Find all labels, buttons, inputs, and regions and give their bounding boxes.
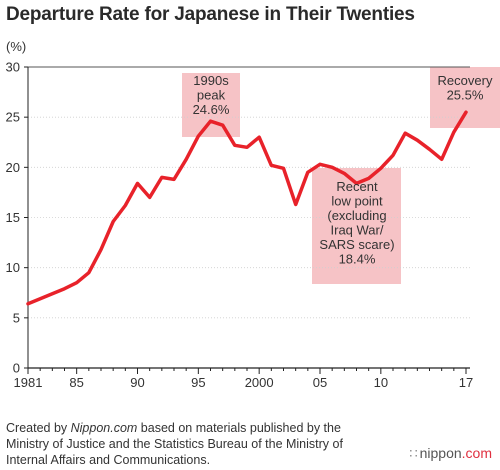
y-tick-label: 5 [13, 310, 20, 325]
annotation-box-3 [430, 67, 500, 128]
y-axis-unit-label: (%) [6, 39, 26, 54]
y-axis-ticks: 0 5 10 15 20 25 30 [6, 60, 29, 376]
chart-title: Departure Rate for Japanese in Their Twe… [6, 4, 415, 25]
x-axis-ticks: 1981 85 90 95 2000 05 10 17 [14, 367, 473, 390]
x-tick-label: 1981 [14, 375, 43, 390]
series-line-1 [26, 110, 468, 306]
nippon-logo: ∷ nippon.com [409, 445, 492, 462]
annotation-1-line: peak [197, 88, 226, 103]
annotation-2-line: SARS scare) [319, 237, 394, 252]
annotation-2-line: low point [331, 194, 383, 209]
annotation-2-line: 18.4% [339, 252, 376, 267]
brand-name: nippon [419, 445, 462, 461]
y-tick-label: 15 [6, 210, 20, 225]
annotation-boxes [182, 67, 500, 284]
annotation-3-line: 25.5% [447, 88, 484, 103]
x-tick-label: 17 [459, 375, 473, 390]
annotation-2-line: Recent [336, 179, 378, 194]
annotation-2-line: (excluding [327, 208, 386, 223]
annotation-box-1 [182, 73, 240, 137]
annotation-1-line: 1990s [193, 73, 229, 88]
x-tick-label: 95 [191, 375, 205, 390]
annotation-1-line: 24.6% [193, 102, 230, 117]
brand-suffix: .com [461, 445, 492, 461]
annotation-2-line: Iraq War/ [331, 223, 384, 238]
x-tick-label: 05 [313, 375, 327, 390]
x-tick-label: 2000 [245, 375, 274, 390]
grid-lines [28, 66, 470, 319]
source-rest: based on materials published by the Mini… [6, 421, 343, 467]
series-line-group [26, 110, 468, 306]
y-tick-label: 20 [6, 160, 20, 175]
source-note: Created by Nippon.com based on materials… [6, 420, 386, 468]
x-tick-label: 85 [69, 375, 83, 390]
y-tick-label: 25 [6, 110, 20, 125]
source-brand: Nippon.com [70, 421, 138, 435]
annotation-box-2 [312, 168, 401, 284]
brand-mark-icon: ∷ [409, 446, 418, 461]
annotation-3-line: Recovery [438, 73, 493, 88]
y-tick-label: 0 [13, 361, 20, 376]
source-prefix: Created by [6, 421, 71, 435]
y-tick-label: 10 [6, 260, 20, 275]
x-tick-label: 10 [374, 375, 388, 390]
x-tick-label: 90 [130, 375, 144, 390]
y-tick-label: 30 [6, 60, 20, 75]
